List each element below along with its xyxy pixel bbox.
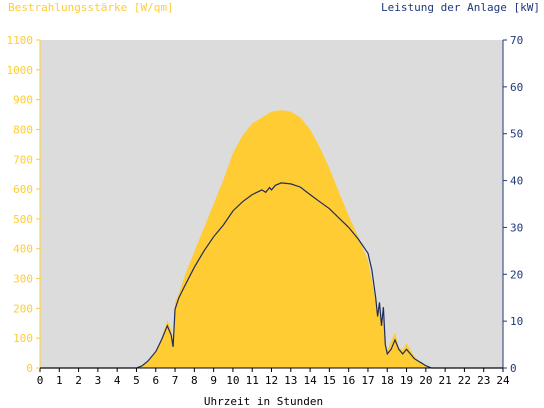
x-tick-label: 5	[133, 374, 140, 387]
y-left-tick-label: 600	[13, 183, 33, 196]
y-right-tick-label: 60	[510, 81, 523, 94]
y-right-tick-label: 70	[510, 34, 523, 47]
x-tick-label: 17	[361, 374, 374, 387]
x-tick-label: 9	[210, 374, 217, 387]
x-tick-label: 22	[458, 374, 471, 387]
x-tick-label: 21	[439, 374, 452, 387]
y-right-tick-label: 10	[510, 315, 523, 328]
x-tick-label: 7	[172, 374, 179, 387]
y-left-tick-label: 100	[13, 332, 33, 345]
y-left-tick-label: 1000	[7, 64, 34, 77]
x-tick-label: 2	[75, 374, 82, 387]
x-tick-label: 14	[303, 374, 317, 387]
y-left-tick-label: 900	[13, 94, 33, 107]
x-tick-label: 3	[95, 374, 102, 387]
x-tick-label: 18	[381, 374, 394, 387]
power-line	[40, 182, 503, 369]
x-tick-label: 16	[342, 374, 355, 387]
left-axis-title: Bestrahlungsstärke [W/qm]	[8, 1, 174, 14]
x-tick-label: 0	[37, 374, 44, 387]
right-axis-title: Leistung der Anlage [kW]	[381, 1, 540, 14]
x-axis-title: Uhrzeit in Stunden	[204, 395, 323, 408]
y-left-tick-label: 0	[26, 362, 33, 375]
x-tick-label: 24	[496, 374, 510, 387]
x-tick-label: 1	[56, 374, 63, 387]
x-tick-label: 4	[114, 374, 121, 387]
x-tick-label: 6	[152, 374, 159, 387]
x-tick-label: 20	[419, 374, 432, 387]
y-left-tick-label: 1100	[7, 34, 34, 47]
y-left-tick-label: 200	[13, 302, 33, 315]
y-left-tick-label: 700	[13, 153, 33, 166]
x-tick-label: 15	[323, 374, 336, 387]
y-right-tick-label: 40	[510, 175, 523, 188]
x-tick-label: 23	[477, 374, 490, 387]
y-right-tick-label: 0	[510, 362, 517, 375]
x-tick-label: 8	[191, 374, 198, 387]
y-left-tick-label: 500	[13, 213, 33, 226]
irradiance-area	[40, 110, 503, 368]
y-left-tick-label: 400	[13, 243, 33, 256]
x-tick-label: 11	[246, 374, 259, 387]
y-right-tick-label: 50	[510, 128, 523, 141]
x-tick-label: 13	[284, 374, 297, 387]
y-left-tick-label: 800	[13, 123, 33, 136]
x-tick-label: 19	[400, 374, 413, 387]
y-left-tick-label: 300	[13, 273, 33, 286]
y-right-tick-label: 30	[510, 221, 523, 234]
x-tick-label: 12	[265, 374, 278, 387]
x-tick-label: 10	[226, 374, 239, 387]
y-right-tick-label: 20	[510, 268, 523, 281]
